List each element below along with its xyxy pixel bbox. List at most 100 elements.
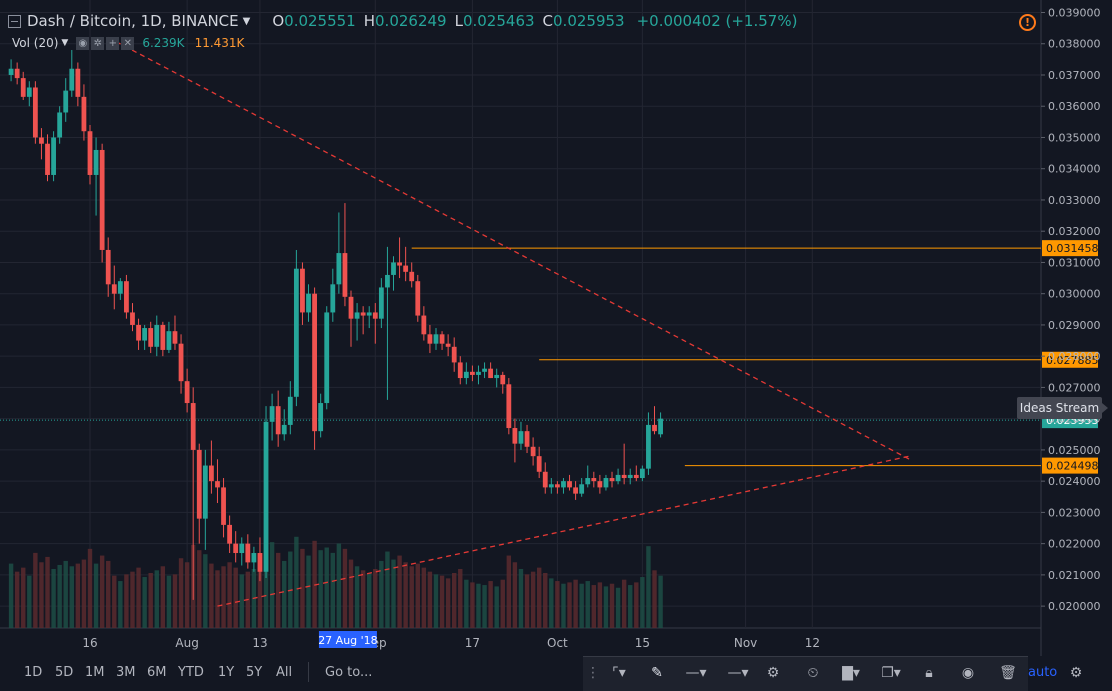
symbol-title[interactable]: Dash / Bitcoin, 1D, BINANCE bbox=[27, 12, 239, 30]
change-value: +0.000402 (+1.57%) bbox=[636, 12, 798, 30]
candle-body bbox=[81, 96, 87, 132]
volume-bar bbox=[306, 555, 311, 628]
timeframe-6m[interactable]: 6M bbox=[147, 665, 167, 680]
candle-body bbox=[652, 424, 657, 432]
crosshair-tool-icon[interactable]: ⌜▾ bbox=[612, 665, 626, 681]
candle-body bbox=[196, 449, 202, 519]
candlesticks bbox=[8, 49, 663, 600]
eye-icon[interactable]: ◉ bbox=[961, 665, 975, 681]
timeframe-5y[interactable]: 5Y bbox=[246, 665, 263, 680]
volume-bar bbox=[324, 547, 329, 628]
volume-bar bbox=[634, 582, 639, 628]
volume-value-1: 6.239K bbox=[142, 36, 185, 50]
volume-bar bbox=[646, 546, 651, 628]
volume-bar bbox=[275, 552, 281, 628]
line-width-icon[interactable]: —▾ bbox=[727, 665, 749, 681]
volume-bar bbox=[203, 554, 208, 628]
clone-icon[interactable]: ❐▾ bbox=[881, 665, 901, 681]
gear-icon[interactable]: ⚙ bbox=[766, 665, 780, 681]
candle-body bbox=[45, 143, 50, 175]
high-label: H bbox=[363, 12, 376, 30]
volume-bar bbox=[81, 559, 87, 628]
volume-bar bbox=[209, 563, 214, 628]
level-price-tag bbox=[1042, 240, 1098, 257]
drag-handle-icon[interactable]: ⋮ bbox=[586, 665, 600, 681]
candle-body bbox=[548, 484, 554, 488]
layers-icon[interactable]: ▇▾ bbox=[842, 665, 860, 681]
chart-legend: Dash / Bitcoin, 1D, BINANCE ▼ O 0.025551 … bbox=[6, 12, 797, 30]
volume-label[interactable]: Vol (20) bbox=[12, 36, 59, 50]
collapse-icon[interactable] bbox=[8, 14, 21, 28]
trend-lines[interactable] bbox=[107, 36, 910, 607]
gear-icon[interactable]: ✲ bbox=[91, 36, 105, 50]
candle-body bbox=[591, 478, 597, 482]
alert-clock-icon[interactable]: ⏲ bbox=[807, 665, 819, 681]
close-label: C bbox=[542, 12, 554, 30]
eye-icon[interactable]: ◉ bbox=[76, 36, 90, 50]
lock-icon[interactable]: 🔒︎ bbox=[925, 665, 933, 681]
timeframe-1d[interactable]: 1D bbox=[24, 665, 43, 680]
candle-body bbox=[263, 421, 269, 572]
candle-body bbox=[542, 471, 548, 488]
candle-body bbox=[8, 68, 14, 75]
time-axis[interactable]: 16Aug13Sep17Oct15Nov1227 Aug '18 bbox=[82, 631, 820, 650]
price-tick-label: 0.022000 bbox=[1048, 538, 1101, 551]
candle-body bbox=[209, 465, 214, 482]
pencil-tool-icon[interactable]: ✎ bbox=[651, 665, 663, 681]
candle-body bbox=[354, 312, 360, 319]
alert-icon[interactable]: ! bbox=[1019, 14, 1036, 31]
candle-body bbox=[470, 371, 475, 375]
timeframe-ytd[interactable]: YTD bbox=[178, 665, 204, 680]
timeframe-3m[interactable]: 3M bbox=[116, 665, 136, 680]
chevron-down-icon[interactable]: ▼ bbox=[242, 15, 251, 27]
volume-bar bbox=[118, 581, 123, 628]
volume-bar bbox=[530, 571, 536, 628]
ideas-stream-button[interactable]: Ideas Stream bbox=[1017, 397, 1108, 419]
timeframe-1y[interactable]: 1Y bbox=[218, 665, 235, 680]
price-axis[interactable]: 0.039000 0.038000 0.037000 0.036000 0.035000… bbox=[1041, 6, 1101, 613]
trash-icon[interactable]: 🗑︎ bbox=[999, 665, 1017, 681]
level-price-tag bbox=[1042, 351, 1098, 368]
timeframe-5d[interactable]: 5D bbox=[55, 665, 74, 680]
crosshair-date-label: 27 Aug '18 bbox=[318, 634, 378, 647]
chevron-down-icon[interactable]: ▼ bbox=[61, 38, 69, 48]
volume-bar bbox=[591, 585, 597, 628]
candle-body bbox=[603, 478, 609, 488]
candle-body bbox=[166, 331, 172, 350]
level-price-tag bbox=[1042, 457, 1098, 474]
plus-icon[interactable]: + bbox=[106, 36, 120, 50]
close-icon[interactable]: ✕ bbox=[121, 36, 135, 50]
volume-bar bbox=[597, 582, 603, 628]
volume-bar bbox=[51, 568, 56, 628]
time-tick-label: 17 bbox=[465, 636, 480, 650]
candle-body bbox=[63, 90, 69, 113]
trend-line[interactable] bbox=[107, 36, 910, 460]
volume-bar bbox=[27, 575, 32, 628]
volume-bar bbox=[45, 556, 50, 628]
line-style-icon[interactable]: —▾ bbox=[685, 665, 707, 681]
gear-icon[interactable]: ⚙ bbox=[1069, 665, 1083, 681]
candle-body bbox=[391, 262, 396, 275]
volume-bar bbox=[652, 570, 657, 628]
goto-date-button[interactable]: Go to... bbox=[325, 665, 373, 680]
low-value: 0.025463 bbox=[462, 12, 535, 30]
auto-scale-button[interactable]: auto bbox=[1028, 665, 1058, 680]
volume-bar bbox=[112, 575, 117, 628]
candle-body bbox=[293, 268, 299, 397]
volume-bars bbox=[8, 518, 663, 628]
timeframe-all[interactable]: All bbox=[276, 665, 293, 680]
volume-bar bbox=[354, 566, 360, 628]
candle-body bbox=[378, 287, 384, 319]
price-tick-label: 0.038000 bbox=[1048, 38, 1101, 51]
trend-line[interactable] bbox=[217, 455, 910, 607]
volume-bar bbox=[615, 587, 621, 628]
candle-body bbox=[463, 371, 469, 379]
volume-bar bbox=[106, 560, 111, 628]
volume-bar bbox=[567, 582, 572, 628]
candle-body bbox=[415, 281, 421, 316]
volume-bar bbox=[300, 548, 305, 628]
volume-bar bbox=[543, 573, 548, 628]
timeframe-1m[interactable]: 1M bbox=[85, 665, 105, 680]
